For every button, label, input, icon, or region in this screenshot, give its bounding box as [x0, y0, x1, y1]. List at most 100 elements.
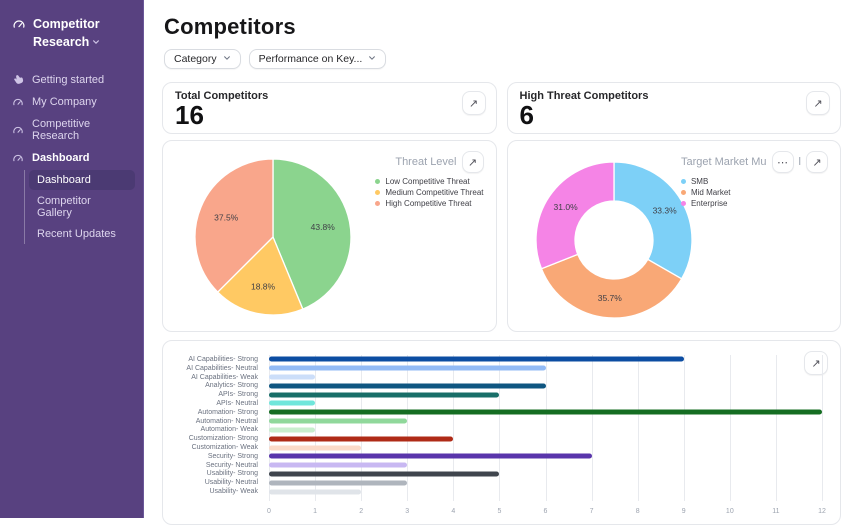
bar[interactable] — [269, 471, 500, 477]
expand-button[interactable]: ↗ — [461, 151, 484, 173]
bar[interactable] — [269, 436, 454, 442]
x-tick-label: 11 — [772, 508, 780, 515]
bar-category-label: Analytics- Strong — [205, 382, 258, 390]
legend-dot-icon — [680, 201, 686, 206]
x-tick-label: 5 — [497, 508, 502, 515]
legend-label: Low Competitive Threat — [385, 177, 470, 186]
target-market-donut-chart: 33.3% 35.7% 31.0% — [534, 161, 693, 319]
bar[interactable] — [269, 356, 684, 362]
bar[interactable] — [269, 480, 408, 486]
bar[interactable] — [269, 489, 362, 495]
bar-row: Automation- Neutral — [163, 417, 822, 426]
legend-label: High Competitive Threat — [385, 199, 472, 208]
legend-item[interactable]: Low Competitive Threat — [375, 177, 483, 186]
bar-category-label: Security- Strong — [207, 452, 258, 460]
chart-slice[interactable] — [272, 158, 352, 310]
chart-title: Threat Level — [395, 156, 457, 168]
bar[interactable] — [269, 462, 408, 468]
chart-slice[interactable] — [612, 161, 693, 280]
chart-slice[interactable] — [534, 161, 615, 270]
chart-title: Target Market Mu — [680, 156, 767, 168]
expand-button[interactable]: ↗ — [806, 151, 828, 173]
bar-category-label: AI Capabilities- Neutral — [186, 364, 258, 372]
sidebar-item-dashboard[interactable]: Dashboard — [8, 147, 135, 169]
legend-item[interactable]: Medium Competitive Threat — [375, 188, 484, 197]
bar-track — [269, 443, 822, 452]
slice-percent-label: 31.0% — [553, 202, 578, 212]
bar[interactable] — [269, 409, 822, 415]
expand-button[interactable]: ↗ — [806, 91, 830, 115]
bar[interactable] — [269, 392, 500, 398]
legend-label: Enterprise — [690, 199, 728, 208]
legend-dot-icon — [375, 190, 381, 195]
chart-slice[interactable] — [540, 253, 683, 319]
workspace-switcher[interactable]: Competitor Research — [8, 14, 135, 53]
filter-performance-on-key[interactable]: Performance on Key... — [248, 49, 387, 69]
bar[interactable] — [269, 418, 408, 424]
chevron-down-icon — [368, 53, 376, 65]
bar-row: AI Capabilities- Weak — [163, 373, 822, 382]
chart-title-overflow: l — [798, 156, 801, 168]
x-tick-label: 0 — [267, 508, 271, 515]
bar-category-label: AI Capabilities- Weak — [191, 373, 258, 381]
slice-percent-label: 35.7% — [597, 293, 622, 303]
x-tick-label: 12 — [818, 508, 826, 515]
bar-track — [269, 390, 822, 399]
expand-button[interactable]: ↗ — [461, 91, 486, 115]
bar-track — [269, 381, 822, 390]
expand-icon: ↗ — [811, 357, 821, 370]
more-options-button[interactable]: ⋯ — [771, 151, 794, 173]
bar-category-label: APIs- Neutral — [216, 399, 258, 407]
x-tick-label: 6 — [543, 508, 548, 515]
sidebar-subitem-recent-updates[interactable]: Recent Updates — [37, 228, 116, 240]
bar[interactable] — [269, 453, 592, 459]
threat-level-pie-chart: 43.8% 18.8% 37.5% — [194, 158, 352, 316]
chart-slice[interactable] — [216, 235, 304, 316]
page-title: Competitors — [164, 14, 296, 39]
bar-track — [269, 399, 822, 408]
slice-percent-label: 37.5% — [214, 212, 239, 222]
more-icon: ⋯ — [777, 156, 789, 169]
legend-item[interactable]: Mid Market — [680, 188, 828, 197]
sidebar-item-getting-started[interactable]: Getting started — [8, 69, 135, 91]
bar[interactable] — [269, 365, 546, 371]
target-market-legend: Target Market Mu ⋯ l ↗ SMB Mid Market Ente… — [680, 151, 828, 208]
filter-category[interactable]: Category — [164, 49, 241, 69]
chart-slice[interactable] — [194, 158, 274, 293]
legend-item[interactable]: SMB — [680, 177, 828, 186]
stat-card-total-competitors: Total Competitors 16 ↗ — [162, 82, 497, 134]
x-tick-label: 9 — [681, 508, 686, 515]
chart-card-performance-bar: ↗ AI Capabilities- Strong AI Capabilities… — [162, 340, 841, 525]
slice-percent-label: 33.3% — [652, 206, 677, 216]
stat-value: 16 — [175, 100, 204, 130]
stat-label: High Threat Competitors — [519, 90, 649, 102]
bar-row: Analytics- Strong — [163, 381, 822, 390]
legend-item[interactable]: High Competitive Threat — [375, 199, 483, 208]
legend-label: SMB — [690, 177, 709, 186]
sidebar-subitem-competitor-gallery[interactable]: Competitor Gallery — [37, 195, 91, 219]
bar[interactable] — [269, 427, 316, 433]
legend-item[interactable]: Enterprise — [680, 199, 828, 208]
sidebar-item-my-company[interactable]: My Company — [8, 91, 135, 113]
bar-row: Customization- Weak — [163, 443, 822, 452]
sidebar-item-competitive-research[interactable]: Competitive Research — [8, 113, 135, 147]
chart-card-threat-level: 43.8% 18.8% 37.5% Threat Level ↗ Low Compe… — [162, 140, 497, 332]
gauge-icon — [12, 17, 26, 51]
filter-label: Category — [174, 53, 217, 65]
stat-value: 6 — [519, 100, 534, 130]
bar[interactable] — [269, 383, 546, 389]
bar-track — [269, 355, 822, 364]
sidebar-subitem-dashboard[interactable]: Dashboard — [29, 170, 135, 190]
legend-dot-icon — [680, 179, 686, 184]
x-tick-label: 1 — [313, 508, 318, 515]
expand-button[interactable]: ↗ — [804, 351, 828, 375]
bar-track — [269, 461, 822, 470]
bar-category-label: Automation- Weak — [200, 426, 258, 434]
bar[interactable] — [269, 400, 316, 406]
main-content: Competitors Category Performance on Key.… — [144, 0, 864, 525]
threat-level-legend: Threat Level ↗ Low Competitive Threat Med… — [375, 151, 484, 208]
x-tick-label: 8 — [635, 508, 640, 515]
bar[interactable] — [269, 445, 362, 451]
bar-row: APIs- Strong — [163, 390, 822, 399]
bar[interactable] — [269, 374, 316, 380]
